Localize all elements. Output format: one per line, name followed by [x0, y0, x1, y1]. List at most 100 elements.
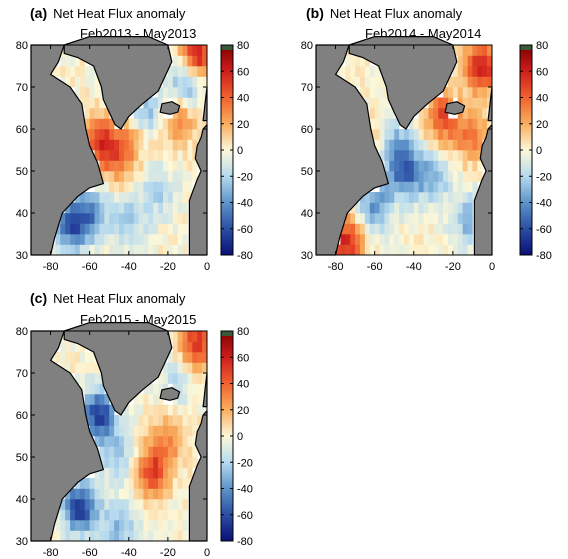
heatmap-cell — [467, 45, 473, 56]
y-tick-label: 60 — [16, 410, 28, 422]
heatmap-cell — [94, 97, 100, 109]
heatmap-cell — [123, 181, 130, 193]
heatmap-cell — [389, 192, 395, 203]
heatmap-cell — [153, 499, 159, 510]
heatmap-cell — [167, 181, 174, 193]
panel-label: (b) — [306, 5, 324, 21]
heatmap-cell — [192, 150, 198, 161]
heatmap-cell — [177, 66, 183, 77]
heatmap-cell — [163, 404, 169, 416]
heatmap-cell — [143, 530, 149, 542]
heatmap-cell — [119, 234, 125, 245]
heatmap-cell — [94, 436, 100, 447]
heatmap-cell — [55, 223, 61, 235]
x-tick-label: -20 — [160, 261, 176, 273]
heatmap-cell — [75, 213, 81, 224]
heatmap-cell — [138, 108, 144, 119]
heatmap-cell — [177, 213, 183, 224]
heatmap-cell — [94, 467, 100, 479]
heatmap-cell — [133, 467, 139, 479]
heatmap-cell — [177, 181, 183, 193]
heatmap-cell — [187, 362, 193, 374]
heatmap-cell — [79, 192, 86, 203]
title-text: Net Heat Flux anomaly — [330, 6, 463, 21]
heatmap-cell — [133, 234, 139, 245]
heatmap-cell — [109, 467, 115, 479]
heatmap-cell — [128, 415, 134, 426]
heatmap-cell — [413, 160, 419, 172]
heatmap-cell — [79, 341, 86, 353]
land-shape — [30, 44, 104, 256]
heatmap-cell — [114, 425, 120, 437]
heatmap-cell — [109, 478, 115, 489]
heatmap-cell — [167, 352, 174, 363]
heatmap-cell — [138, 467, 144, 479]
colorbar-tick-label: 0 — [536, 145, 542, 157]
heatmap-cell — [99, 181, 105, 193]
heatmap-cell — [399, 150, 405, 161]
heatmap-cell — [472, 181, 478, 193]
heatmap-cell — [457, 139, 463, 151]
heatmap-cell — [133, 108, 139, 119]
heatmap-cell — [487, 45, 493, 56]
heatmap-cell — [84, 352, 90, 363]
land-mask — [315, 36, 493, 256]
heatmap-cell — [94, 404, 100, 416]
heatmap-cell — [60, 55, 66, 67]
heatmap-cell — [94, 87, 100, 98]
heatmap-cell — [457, 202, 463, 214]
heatmap-cell — [119, 244, 125, 256]
heatmap-cell — [379, 213, 385, 224]
heatmap-cell — [413, 171, 419, 182]
heatmap-cell — [138, 150, 144, 161]
heatmap-cell — [119, 478, 125, 489]
heatmap-cell — [79, 383, 86, 395]
heatmap-cell — [187, 108, 193, 119]
heatmap-cell — [172, 45, 178, 56]
x-tick-label: -80 — [43, 261, 59, 273]
heatmap-cell — [153, 488, 159, 500]
colorbar-tick-label: -20 — [237, 457, 253, 469]
heatmap-cell — [148, 425, 154, 437]
heatmap-cell — [172, 415, 178, 426]
y-tick-label: 30 — [16, 250, 28, 262]
heatmap-cell — [467, 213, 473, 224]
heatmap-cell — [438, 192, 444, 203]
heatmap-cell — [94, 108, 100, 119]
heatmap-cell — [413, 129, 419, 140]
heatmap-cell — [104, 150, 110, 161]
heatmap-cell — [428, 139, 434, 151]
heatmap-cell — [99, 509, 105, 521]
heatmap-cell — [79, 373, 86, 384]
heatmap-cell — [172, 234, 178, 245]
heatmap-cell — [99, 499, 105, 510]
heatmap-cell — [345, 55, 351, 67]
heatmap-cell — [438, 181, 444, 193]
heatmap-cell — [374, 97, 380, 109]
heatmap-cell — [350, 213, 356, 224]
heatmap-cell — [433, 234, 439, 245]
heatmap-cell — [75, 87, 81, 98]
heatmap-cell — [482, 87, 488, 98]
y-tick-label: 70 — [16, 368, 28, 380]
heatmap-cell — [119, 150, 125, 161]
heatmap-cell — [153, 223, 159, 235]
heatmap-cell — [433, 108, 439, 119]
heatmap-cell — [472, 97, 478, 109]
y-tick-label: 70 — [16, 82, 28, 94]
heatmap-cell — [138, 520, 144, 531]
heatmap-cell — [374, 118, 380, 130]
heatmap-cell — [340, 223, 346, 235]
heatmap-cell — [158, 404, 164, 416]
heatmap-cell — [133, 213, 139, 224]
heatmap-cell — [99, 488, 105, 500]
heatmap-cell — [355, 234, 361, 245]
heatmap-cell — [84, 509, 90, 521]
heatmap-cell — [114, 478, 120, 489]
heatmap-cell — [158, 97, 164, 109]
heatmap-cell — [119, 160, 125, 172]
heatmap-cell — [94, 234, 100, 245]
heatmap-cell — [143, 150, 149, 161]
heatmap-cell — [467, 181, 473, 193]
heatmap-cell — [172, 499, 178, 510]
